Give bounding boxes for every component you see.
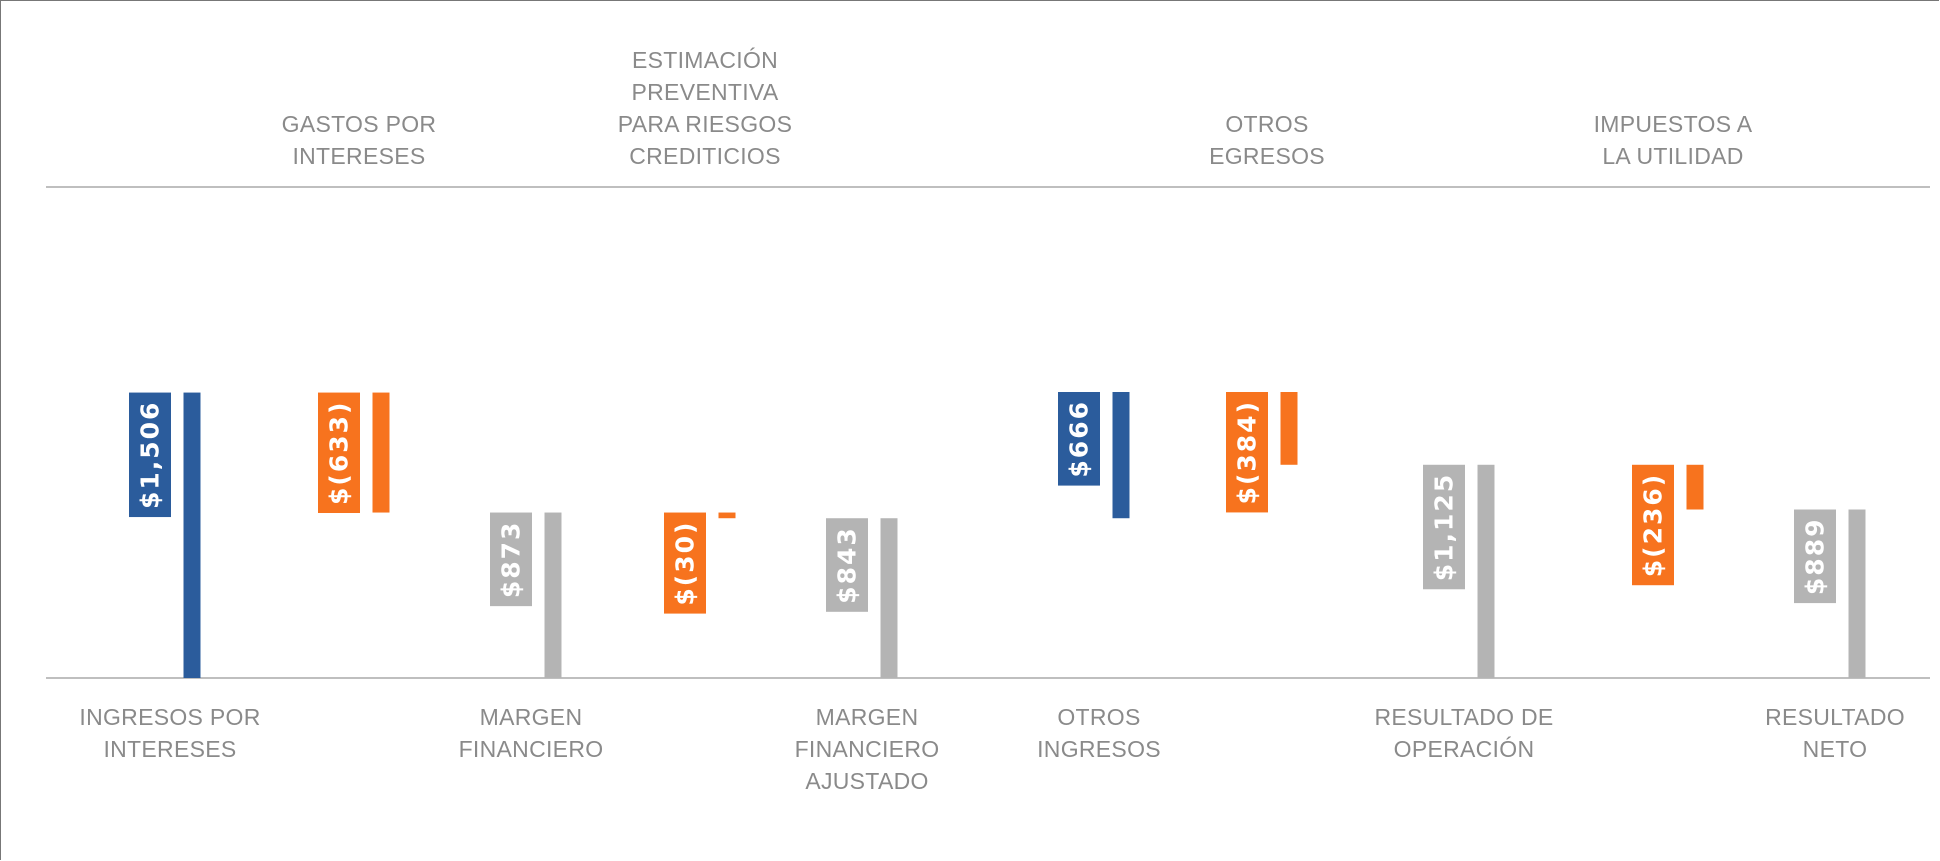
- value-label-box: [1632, 464, 1674, 586]
- category-label: GASTOS POR INTERESES: [281, 111, 437, 169]
- bar: [1280, 392, 1298, 465]
- bar: [1848, 509, 1866, 678]
- value-label-box: [664, 512, 706, 614]
- value-label-box: [129, 392, 171, 518]
- value-label-group: $(633): [318, 392, 360, 514]
- value-label-box: [826, 518, 868, 612]
- bar: [372, 392, 390, 513]
- value-label: $666: [1065, 400, 1094, 478]
- value-label-group: $(30): [664, 512, 706, 614]
- category-label: RESULTADO DE OPERACIÓN: [1374, 704, 1554, 762]
- value-label: $(384): [1233, 400, 1262, 504]
- category-label: ESTIMACIÓN PREVENTIVA PARA RIESGOS CREDI…: [617, 47, 793, 169]
- value-label: $(30): [671, 521, 700, 606]
- value-label-group: $843: [826, 518, 868, 612]
- bar: [1112, 392, 1130, 519]
- value-label: $1,506: [136, 401, 165, 509]
- value-label: $1,125: [1430, 473, 1459, 581]
- value-label: $(633): [325, 401, 354, 505]
- value-label-box: [1226, 392, 1268, 513]
- category-label: INGRESOS POR INTERESES: [79, 704, 261, 762]
- value-label-box: [1058, 392, 1100, 486]
- value-label-box: [1794, 509, 1836, 604]
- value-label: $873: [497, 521, 526, 599]
- bar: [718, 512, 736, 519]
- bar: [1686, 464, 1704, 510]
- category-label: IMPUESTOS A LA UTILIDAD: [1593, 111, 1753, 169]
- value-label-group: $666: [1058, 392, 1100, 486]
- value-label-group: $1,125: [1423, 464, 1465, 590]
- bar: [183, 392, 201, 678]
- bar: [1477, 464, 1495, 678]
- value-label: $889: [1801, 518, 1830, 596]
- value-label-group: $(384): [1226, 392, 1268, 513]
- category-label: MARGEN FINANCIERO AJUSTADO: [794, 704, 940, 794]
- category-label: RESULTADO NETO: [1765, 704, 1905, 762]
- value-label-box: [490, 512, 532, 607]
- category-label: MARGEN FINANCIERO: [458, 704, 604, 762]
- value-label-group: $873: [490, 512, 532, 607]
- value-label-group: $889: [1794, 509, 1836, 604]
- category-label: OTROS INGRESOS: [1037, 704, 1161, 762]
- value-label-group: $1,506: [129, 392, 171, 518]
- value-label: $843: [833, 526, 862, 604]
- value-label-box: [1423, 464, 1465, 590]
- category-label: OTROS EGRESOS: [1209, 111, 1325, 169]
- bar: [544, 512, 562, 678]
- value-label: $(236): [1639, 473, 1668, 577]
- bar: [880, 518, 898, 678]
- value-label-box: [318, 392, 360, 514]
- value-label-group: $(236): [1632, 464, 1674, 586]
